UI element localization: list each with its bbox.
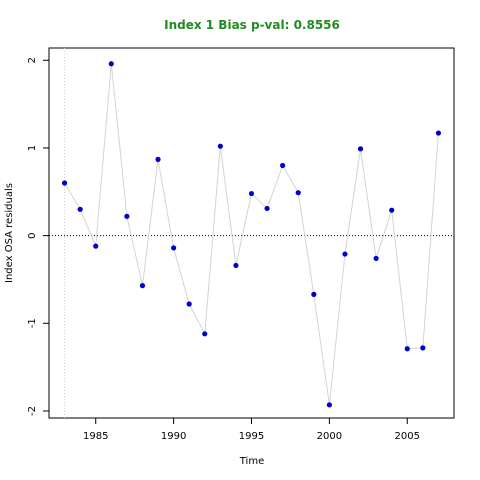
x-axis: 1985 1990 1995 2000 2005 xyxy=(83,418,420,442)
data-point xyxy=(264,205,270,212)
data-point xyxy=(155,156,161,162)
y-axis: -2 -1 0 1 2 xyxy=(27,57,49,416)
x-tick-label: 1995 xyxy=(239,431,264,442)
data-point xyxy=(233,262,239,269)
data-point xyxy=(357,146,364,152)
data-point xyxy=(373,255,379,262)
data-point xyxy=(139,283,146,289)
data-point xyxy=(186,301,192,307)
data-point xyxy=(171,245,177,251)
data-point xyxy=(202,331,208,337)
x-tick-label: 1990 xyxy=(161,431,186,442)
data-point xyxy=(108,61,114,67)
data-point xyxy=(326,402,332,408)
y-axis-label: Index OSA residuals xyxy=(4,183,15,283)
series-line xyxy=(64,63,439,405)
y-tick-label: 0 xyxy=(27,232,38,238)
data-point xyxy=(217,143,223,149)
data-point xyxy=(435,130,442,136)
x-axis-label: Time xyxy=(239,456,264,467)
data-point xyxy=(248,190,255,197)
data-point xyxy=(61,180,68,186)
data-point xyxy=(93,243,99,249)
plot-frame xyxy=(48,47,455,419)
data-point xyxy=(280,162,286,169)
data-point xyxy=(295,190,301,196)
chart-title: Index 1 Bias p-val: 0.8556 xyxy=(164,18,340,32)
reference-lines xyxy=(49,48,454,418)
y-tick-label: -1 xyxy=(27,318,38,328)
y-tick-label: 1 xyxy=(27,145,38,151)
data-point xyxy=(311,291,317,297)
series-points xyxy=(61,61,442,408)
x-tick-label: 2000 xyxy=(317,431,342,442)
y-tick-label: 2 xyxy=(27,57,38,63)
data-point xyxy=(404,346,410,352)
data-point xyxy=(77,206,83,212)
x-tick-label: 1985 xyxy=(83,431,108,442)
y-tick-label: -2 xyxy=(27,406,38,416)
data-point xyxy=(420,345,426,351)
data-point xyxy=(389,207,395,213)
data-point xyxy=(124,213,130,219)
data-point xyxy=(342,251,348,257)
series-line-group xyxy=(64,63,439,405)
x-tick-label: 2005 xyxy=(395,431,420,442)
